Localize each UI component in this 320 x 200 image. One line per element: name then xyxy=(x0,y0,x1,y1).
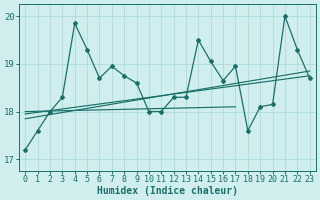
X-axis label: Humidex (Indice chaleur): Humidex (Indice chaleur) xyxy=(97,186,238,196)
